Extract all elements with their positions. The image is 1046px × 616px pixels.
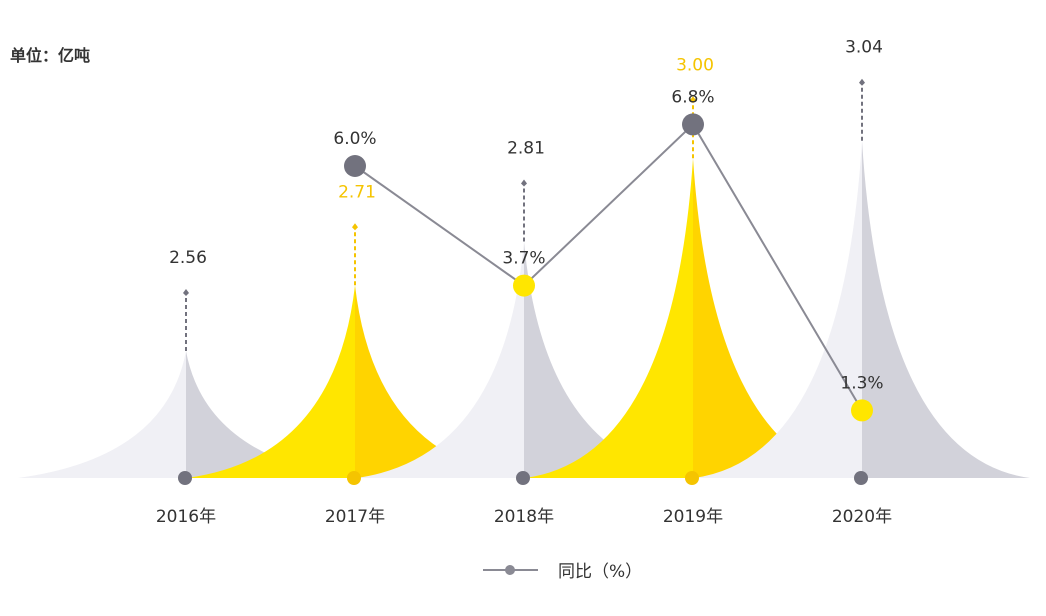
- legend: 同比（%）: [483, 562, 642, 582]
- bar-left-half: [356, 241, 524, 478]
- bar-value-label: 2.71: [338, 182, 376, 202]
- axis-dot: [854, 471, 868, 485]
- bar-left-half: [694, 140, 862, 479]
- bar-right-half: [186, 350, 354, 478]
- yoy-point: [513, 274, 535, 297]
- legend-dot-icon: [505, 565, 515, 575]
- bar-value-label: 3.04: [845, 38, 883, 58]
- yoy-point: [851, 399, 873, 422]
- yoy-point: [682, 113, 704, 136]
- bar-2019年: [525, 158, 861, 478]
- axis-dot: [178, 471, 192, 485]
- bar-2016年: [18, 350, 354, 478]
- yoy-value-label: 6.8%: [671, 87, 714, 107]
- bar-right-half: [693, 158, 861, 478]
- yoy-point: [344, 155, 366, 177]
- yoy-value-label: 6.0%: [333, 129, 376, 149]
- bars: [18, 140, 1030, 479]
- bar-2017年: [187, 285, 523, 478]
- yoy-line: [354, 122, 863, 411]
- unit-label: 单位：亿吨: [10, 46, 91, 65]
- bar-value-label: 2.81: [507, 138, 545, 158]
- x-tick-label: 2016年: [156, 507, 216, 527]
- bar-2018年: [356, 241, 692, 478]
- yoy-value-label: 1.3%: [840, 373, 883, 393]
- bar-left-half: [525, 158, 693, 478]
- bar-left-half: [18, 350, 186, 478]
- yoy-value-label: 3.7%: [502, 249, 545, 269]
- x-tick-label: 2017年: [325, 507, 385, 527]
- bar-left-half: [187, 285, 355, 478]
- bar-right-half: [862, 140, 1030, 479]
- bar-value-label: 3.00: [676, 55, 714, 75]
- axis-dot: [516, 471, 530, 485]
- bar-2020年: [694, 140, 1030, 479]
- stem-diamond-icon: [352, 223, 358, 231]
- stem-diamond-icon: [183, 288, 189, 296]
- stem-diamond-icon: [859, 78, 865, 86]
- bar-value-label: 2.56: [169, 248, 207, 268]
- bar-right-half: [524, 241, 692, 478]
- stem-diamond-icon: [521, 179, 527, 187]
- x-tick-label: 2020年: [832, 507, 892, 527]
- stem-diamond-icon: [690, 96, 696, 104]
- axis-dot: [347, 471, 361, 485]
- x-tick-label: 2018年: [494, 507, 554, 527]
- axis-dot: [685, 471, 699, 485]
- x-tick-label: 2019年: [663, 507, 723, 527]
- bar-right-half: [355, 285, 523, 478]
- legend-label: 同比（%）: [558, 562, 642, 582]
